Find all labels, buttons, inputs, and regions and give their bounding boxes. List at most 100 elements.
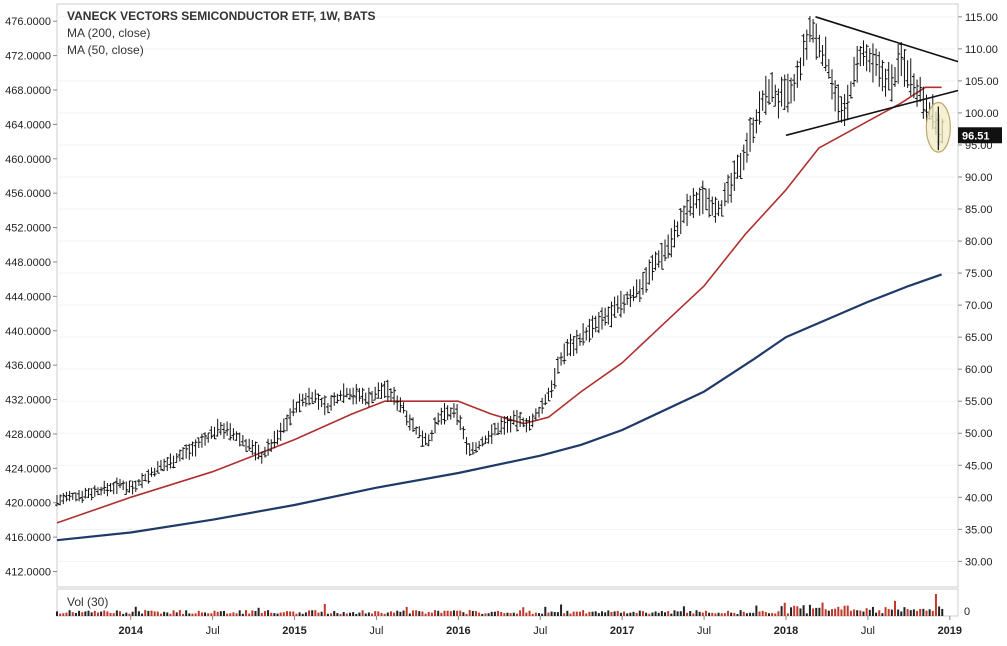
volume-bar — [427, 611, 430, 616]
volume-bar — [219, 611, 222, 616]
volume-bar — [273, 613, 276, 616]
volume-bar — [112, 613, 115, 616]
volume-bar — [890, 609, 893, 616]
volume-bar — [919, 608, 922, 616]
volume-bar — [742, 611, 745, 616]
volume-bar — [62, 613, 65, 616]
left-tick-label: 476.0000 — [5, 16, 51, 28]
left-tick-label: 412.0000 — [5, 567, 51, 579]
volume-bar — [153, 611, 156, 616]
volume-bar — [544, 606, 547, 616]
volume-bar — [377, 611, 380, 616]
volume-bar — [720, 613, 723, 616]
volume-bar — [144, 610, 147, 616]
volume-bar — [213, 610, 216, 616]
right-tick-label: 60.00 — [965, 364, 993, 376]
volume-bar — [723, 613, 726, 616]
volume-bar — [150, 610, 153, 616]
volume-bar — [166, 612, 169, 616]
volume-bar — [323, 604, 326, 616]
volume-bar — [270, 612, 273, 616]
volume-bar — [437, 610, 440, 616]
trendline — [785, 89, 959, 137]
volume-bar — [897, 609, 900, 616]
volume-bar — [616, 610, 619, 616]
volume-bar — [449, 611, 452, 616]
right-tick-label: 45.00 — [965, 460, 993, 472]
volume-bar — [528, 610, 531, 616]
volume-bar — [185, 610, 188, 616]
right-tick-label: 115.00 — [965, 12, 998, 24]
volume-bar — [59, 613, 62, 616]
volume-bar — [141, 613, 144, 616]
volume-bar — [197, 610, 200, 616]
volume-bar — [925, 610, 928, 616]
volume-bar — [569, 613, 572, 616]
volume-bar — [389, 611, 392, 616]
volume-bar — [682, 606, 685, 616]
chart-title: VANECK VECTORS SEMICONDUCTOR ETF, 1W, BA… — [67, 9, 375, 23]
left-tick-label: 420.0000 — [5, 498, 51, 510]
gridlines — [57, 16, 958, 562]
volume-bar — [871, 606, 874, 616]
volume-bar — [623, 611, 626, 616]
trendlines — [785, 16, 959, 137]
volume-bar — [468, 610, 471, 616]
volume-bar — [282, 612, 285, 616]
volume-bar — [862, 611, 865, 616]
volume-bar — [909, 610, 912, 616]
volume-bar — [352, 612, 355, 616]
volume-bar — [100, 611, 103, 616]
volume-bar — [560, 604, 563, 616]
volume-bar — [509, 613, 512, 616]
volume-bar — [226, 613, 229, 616]
volume-bar — [497, 610, 500, 616]
volume-bar — [411, 610, 414, 616]
volume-bar — [556, 612, 559, 616]
volume-bar — [424, 613, 427, 616]
x-tick-label: 2016 — [446, 625, 470, 637]
volume-bar — [651, 612, 654, 616]
volume-bar — [415, 610, 418, 616]
volume-bar — [786, 613, 789, 616]
volume-bar — [81, 612, 84, 616]
ma50-line — [56, 86, 942, 524]
volume-bar — [525, 612, 528, 616]
volume-bar — [708, 612, 711, 616]
volume-bar — [704, 610, 707, 616]
volume-bar — [301, 613, 304, 616]
volume-bar — [657, 612, 660, 616]
volume-bar — [371, 613, 374, 616]
volume-bar — [238, 610, 241, 616]
volume-bar — [229, 613, 232, 616]
volume-bar — [440, 612, 443, 616]
volume-bar — [106, 611, 109, 616]
volume-bar — [78, 610, 81, 616]
volume-bar — [916, 610, 919, 616]
volume-bar — [645, 612, 648, 616]
volume-bar — [481, 613, 484, 616]
volume-bar — [87, 610, 90, 616]
volume-bar — [941, 608, 944, 616]
x-axis: 2014 Jul 2015 Jul 2016 Jul 2017 Jul 2018 Jul 2019 — [118, 616, 962, 637]
volume-bar — [159, 613, 162, 616]
volume-bar — [109, 612, 112, 616]
volume-bar — [178, 610, 181, 616]
volume-bar — [292, 611, 295, 616]
volume-bars — [56, 594, 944, 616]
volume-bar — [585, 613, 588, 616]
volume-bar — [575, 611, 578, 616]
volume-bar — [588, 611, 591, 616]
volume-bar — [758, 611, 761, 616]
volume-bar — [263, 611, 266, 616]
volume-bar — [241, 613, 244, 616]
volume-bar — [931, 610, 934, 616]
volume-bar — [490, 611, 493, 616]
volume-bar — [421, 611, 424, 616]
volume-bar — [298, 612, 301, 616]
volume-bar — [594, 611, 597, 616]
volume-bar — [342, 611, 345, 616]
volume-bar — [254, 611, 257, 616]
volume-bar — [93, 610, 96, 616]
volume-bar — [698, 611, 701, 616]
